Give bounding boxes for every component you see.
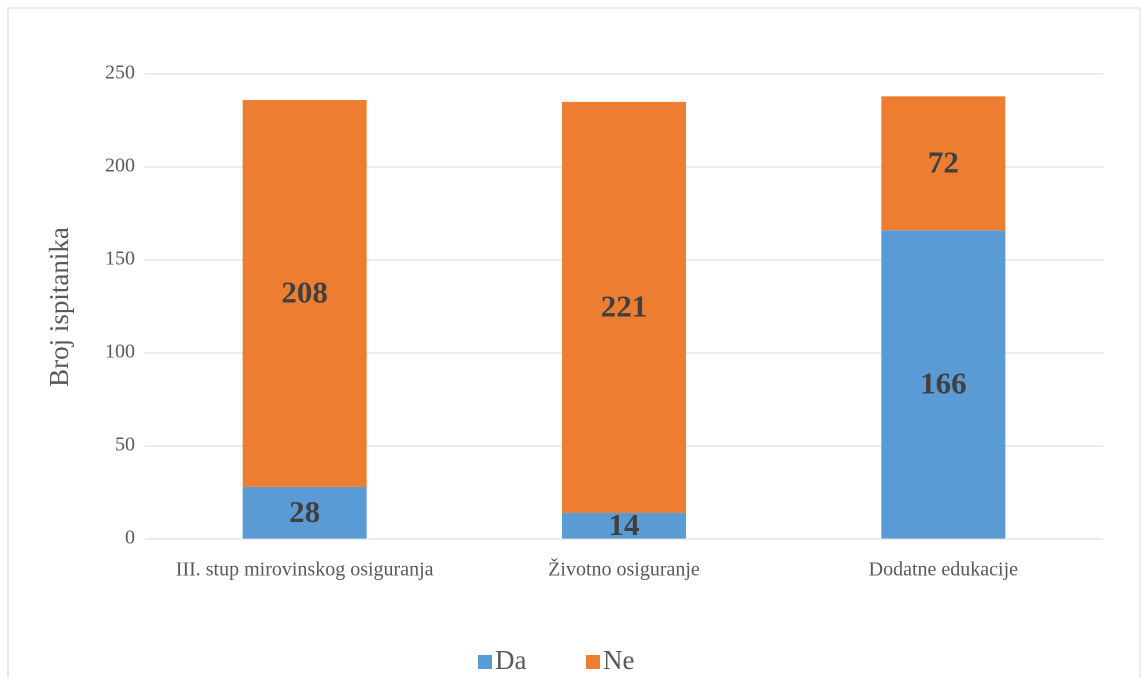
value-label: 72 bbox=[928, 144, 959, 179]
y-tick-label: 250 bbox=[105, 62, 135, 84]
bar-segment bbox=[242, 486, 367, 539]
y-axis-label: Broj ispitanika bbox=[44, 227, 74, 387]
bar-segment bbox=[562, 101, 686, 513]
value-label: 208 bbox=[281, 275, 328, 310]
legend-swatch bbox=[478, 655, 492, 669]
value-label: 166 bbox=[920, 366, 967, 401]
legend-swatch bbox=[586, 655, 600, 669]
y-tick-label: 150 bbox=[105, 248, 135, 270]
y-tick-label: 50 bbox=[115, 434, 135, 456]
bar-segment bbox=[562, 512, 686, 539]
y-tick-label: 200 bbox=[105, 155, 135, 177]
legend-label: Da bbox=[495, 645, 526, 675]
y-tick-label: 100 bbox=[105, 341, 135, 363]
y-tick-label: 0 bbox=[125, 527, 135, 549]
x-tick-label: III. stup mirovinskog osiguranja bbox=[176, 559, 434, 581]
value-label: 221 bbox=[601, 289, 648, 324]
bar-segment bbox=[881, 230, 1006, 540]
x-tick-label: Dodatne edukacije bbox=[869, 559, 1018, 581]
bar-segment bbox=[242, 100, 367, 487]
bar-segment bbox=[881, 96, 1006, 231]
x-tick-label: Životno osiguranje bbox=[548, 558, 700, 581]
chart-border bbox=[7, 7, 1141, 678]
value-label: 28 bbox=[289, 494, 320, 529]
legend-label: Ne bbox=[603, 645, 634, 675]
